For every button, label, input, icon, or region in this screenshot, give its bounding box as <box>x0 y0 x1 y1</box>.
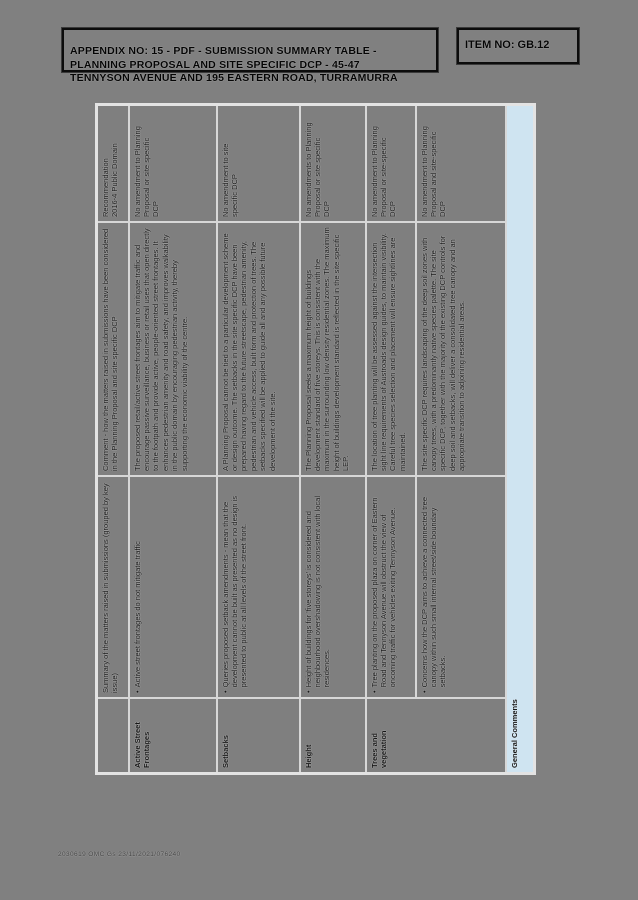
comment-cell: The location of tree planting will be as… <box>365 222 416 476</box>
submission-text: Queries proposed setback amendments - me… <box>220 495 249 688</box>
submission-header-cell: Summary of the matters raised in submiss… <box>96 476 129 698</box>
topic-cell: Trees and vegetation <box>365 698 506 774</box>
table-row: Height • Height of buildings for 'five s… <box>299 104 366 774</box>
submission-cell: • Height of buildings for 'five storeys'… <box>299 476 366 698</box>
item-no: ITEM NO: GB.12 <box>465 39 550 51</box>
comment-cell: A Planning Proposal cannot be tied to a … <box>216 222 300 476</box>
recommendation-cell: No amendment to Planning Proposal and si… <box>415 104 506 222</box>
appendix-title-box: APPENDIX NO: 15 - PDF - SUBMISSION SUMMA… <box>61 27 439 84</box>
comment-header-cell: Comment - how the matters raised in subm… <box>96 222 129 476</box>
submission-text: Active street frontages do not mitigate … <box>132 541 142 688</box>
topic-cell: Height <box>299 698 366 774</box>
table-header-row: Summary of the matters raised in submiss… <box>96 104 129 774</box>
recommendation-cell: No amendment to site specific DCP <box>216 104 300 222</box>
bullet-glyph: • <box>132 690 142 693</box>
appendix-title: APPENDIX NO: 15 - PDF - SUBMISSION SUMMA… <box>70 45 398 85</box>
comment-cell: The Planning Proposal seeks a maximum he… <box>299 222 366 476</box>
topic-header-cell <box>96 698 129 774</box>
submission-summary-table: Summary of the matters raised in submiss… <box>95 103 536 775</box>
topic-cell: Setbacks <box>216 698 300 774</box>
bullet-glyph: • <box>220 690 230 693</box>
footer-reference: 2030619 OMC Gs 23/11/2021/076240 <box>58 851 181 858</box>
recommendation-header-cell: Recommendation 2016-4 Public Domain <box>96 104 129 222</box>
general-comments-row: General Comments <box>505 104 535 774</box>
comment-cell: The proposed retail/active street fronta… <box>128 222 217 476</box>
submission-cell: • Queries proposed setback amendments - … <box>216 476 300 698</box>
bullet-glyph: • <box>369 690 379 693</box>
submission-text: Concerns how the DCP aims to achieve a c… <box>419 496 448 688</box>
rotated-table-region: Summary of the matters raised in submiss… <box>95 103 536 775</box>
table-row: Active Street Frontages • Active street … <box>128 104 217 774</box>
bullet-glyph: • <box>419 690 429 693</box>
recommendation-cell: No amendment to Planning Proposal or sit… <box>128 104 217 222</box>
submission-cell: • Concerns how the DCP aims to achieve a… <box>415 476 506 698</box>
item-no-box: ITEM NO: GB.12 <box>456 27 580 65</box>
submission-cell: • Tree planting on the proposed plaza on… <box>365 476 416 698</box>
bullet-glyph: • <box>303 690 313 693</box>
submission-text: Height of buildings for 'five storeys' i… <box>303 495 332 688</box>
comment-cell: The site specific DCP requires landscapi… <box>415 222 506 476</box>
table-row: Setbacks • Queries proposed setback amen… <box>216 104 300 774</box>
rotated-table-wrapper: Summary of the matters raised in submiss… <box>95 103 536 775</box>
recommendation-cell: No amendments to Planning Proposal or si… <box>299 104 366 222</box>
table-row: • Concerns how the DCP aims to achieve a… <box>415 104 506 774</box>
table-row: Trees and vegetation • Tree planting on … <box>365 104 506 774</box>
general-comments-cell: General Comments <box>505 104 535 774</box>
topic-cell: Active Street Frontages <box>128 698 217 774</box>
recommendation-cell: No amendment to Planning Proposal or sit… <box>365 104 416 222</box>
submission-text: Tree planting on the proposed plaza on c… <box>369 497 398 688</box>
submission-cell: • Active street frontages do not mitigat… <box>128 476 217 698</box>
